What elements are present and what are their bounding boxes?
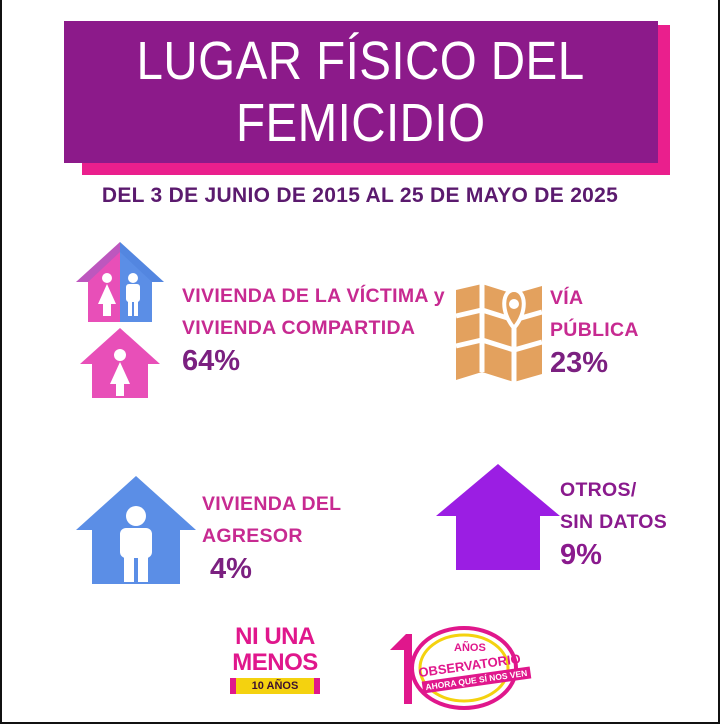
- category-label-line-2: PÚBLICA: [550, 319, 639, 341]
- category-percent: 9%: [560, 539, 602, 571]
- logo-years: 10 AÑOS: [230, 678, 320, 694]
- category-label-line-1: OTROS/: [560, 479, 637, 501]
- map-pin-icon: [455, 284, 543, 382]
- category-aggressor-home: VIVIENDA DEL AGRESOR 4%: [202, 488, 341, 586]
- category-public-road: VÍA PÚBLICA 23%: [550, 282, 639, 380]
- house-couple-icon: [76, 242, 164, 398]
- date-range: DEL 3 DE JUNIO DE 2015 AL 25 DE MAYO DE …: [101, 184, 619, 207]
- house-icon: [436, 464, 560, 570]
- house-person-icon: [76, 476, 196, 584]
- category-percent: 64%: [182, 345, 241, 377]
- observatorio-anos: AÑOS: [454, 642, 486, 654]
- category-label-line-1: VIVIENDA DE LA VÍCTIMA y: [182, 285, 445, 307]
- title-line-2: FEMICIDIO: [236, 93, 486, 153]
- category-percent: 4%: [210, 553, 252, 585]
- category-label-line-2: AGRESOR: [202, 525, 303, 547]
- logo-line-2: MENOS: [232, 649, 318, 676]
- category-percent: 23%: [550, 347, 609, 379]
- logo-line-1: NI UNA: [235, 623, 315, 650]
- category-label-line-2: VIVIENDA COMPARTIDA: [182, 317, 416, 339]
- category-victim-home: VIVIENDA DE LA VÍCTIMA y VIVIENDA COMPAR…: [182, 280, 445, 378]
- title-banner: LUGAR FÍSICO DEL FEMICIDIO: [64, 21, 658, 163]
- ni-una-menos-logo: NI UNA MENOS 10 AÑOS: [230, 624, 320, 694]
- category-label-line-1: VÍA: [550, 287, 584, 309]
- category-others: OTROS/ SIN DATOS 9%: [560, 474, 667, 572]
- category-label-line-1: VIVIENDA DEL: [202, 493, 342, 515]
- observatorio-logo: AÑOS OBSERVATORIO AHORA QUE SÍ NOS VEN: [382, 620, 532, 712]
- category-label-line-2: SIN DATOS: [560, 511, 668, 533]
- title-line-1: LUGAR FÍSICO DEL: [136, 31, 586, 91]
